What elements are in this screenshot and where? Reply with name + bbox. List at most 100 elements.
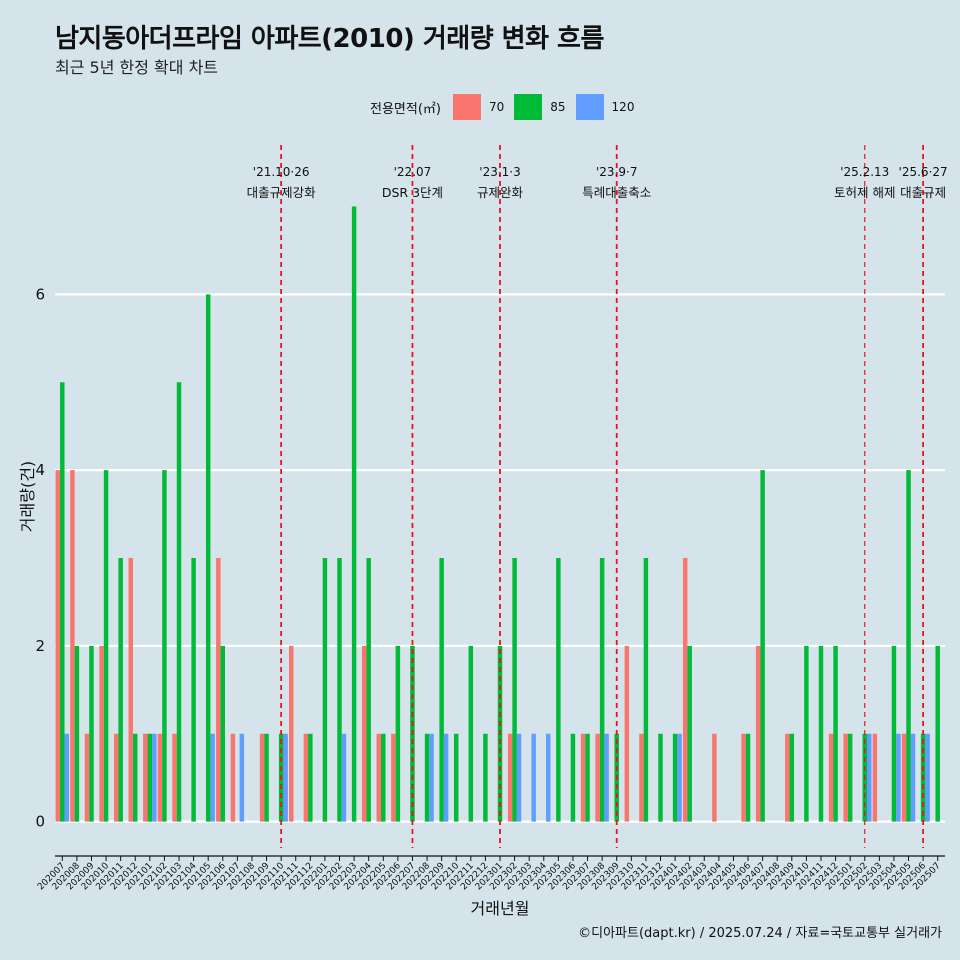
bar-120-202107: [239, 733, 245, 822]
bar-70-202111: [289, 645, 294, 822]
annotation-label-202301: 규제완화: [477, 185, 524, 200]
bar-70-202307: [580, 733, 586, 822]
bar-120-202007: [64, 733, 70, 822]
bar-70-202505: [901, 733, 907, 822]
legend-item-85: 85: [514, 94, 566, 120]
bar-120-202209: [443, 733, 449, 822]
bar-70-202206: [391, 733, 396, 822]
bar-85-202204: [366, 558, 371, 822]
annotation-label-202309: 특례대출축소: [582, 185, 651, 200]
bar-85-202103: [176, 382, 182, 822]
bar-85-202104: [191, 558, 196, 822]
bar-70-202101: [143, 733, 148, 822]
y-tick-label-0: 0: [35, 813, 45, 831]
bar-70-202412: [828, 733, 834, 822]
bar-70-202406: [741, 733, 746, 822]
bar-120-202505: [910, 733, 916, 822]
bar-120-202303: [531, 733, 536, 822]
bar-120-202504: [896, 733, 901, 822]
bar-85-202106: [220, 645, 226, 822]
annotation-date-202309: '23.9·7: [596, 165, 637, 179]
annotation-label-202506: 대출규제: [900, 185, 946, 200]
bar-85-202505: [906, 470, 911, 822]
bar-70-202011: [113, 733, 119, 822]
bar-85-202205: [381, 733, 386, 822]
legend-swatch-70: [452, 94, 481, 120]
bar-70-202007: [55, 470, 61, 822]
bar-70-202009: [84, 733, 90, 822]
bar-70-202302: [507, 733, 513, 822]
bar-85-202501: [847, 733, 853, 822]
y-tick-label-6: 6: [35, 285, 45, 303]
bar-70-202503: [872, 733, 878, 822]
bar-85-202412: [833, 645, 838, 822]
legend-label-120: 120: [611, 100, 635, 114]
bar-85-202211: [468, 645, 474, 822]
bar-120-202202: [341, 733, 347, 822]
chart-subtitle: 최근 5년 한정 확대 차트: [55, 58, 219, 77]
legend-label-70: 70: [488, 100, 505, 114]
bar-85-202409: [789, 733, 795, 822]
bar-120-202506: [925, 733, 930, 822]
legend-title: 전용면적(㎡): [370, 101, 441, 117]
bar-85-202210: [453, 733, 459, 822]
bar-120-202208: [429, 733, 434, 822]
bar-70-202109: [259, 733, 265, 822]
bar-70-202204: [361, 645, 367, 822]
bar-85-202411: [818, 645, 824, 822]
bar-85-202203: [351, 206, 357, 822]
annotation-date-202506: '25.6·27: [899, 165, 948, 179]
bar-70-202402: [682, 558, 688, 822]
legend: 전용면적(㎡) 70 85 120: [370, 94, 644, 120]
annotation-date-202301: '23.1·3: [479, 165, 520, 179]
annotation-label-202207: DSR 3단계: [382, 185, 443, 200]
bar-85-202009: [89, 645, 94, 822]
bar-120-202105: [210, 733, 215, 822]
y-tick-label-4: 4: [35, 461, 45, 479]
bar-85-202112: [308, 733, 313, 822]
bar-70-202409: [785, 733, 790, 822]
annotation-label-202502: 토허제 해제: [834, 185, 895, 200]
bar-85-202208: [424, 733, 430, 822]
y-tick-label-2: 2: [35, 637, 45, 655]
bar-85-202302: [512, 558, 517, 822]
annotation-label-202110: 대출규제강화: [247, 185, 317, 200]
annotation-date-202502: '25.2.13: [840, 165, 889, 179]
bar-85-202407: [760, 470, 765, 822]
bar-120-202110: [283, 733, 288, 822]
caption: ©디아파트(dapt.kr) / 2025.07.24 / 자료=국토교통부 실…: [578, 926, 942, 941]
legend-label-85: 85: [550, 100, 566, 114]
bar-85-202504: [891, 645, 897, 822]
bar-120-202308: [604, 733, 609, 822]
bar-70-202501: [843, 733, 848, 822]
legend-swatch-85: [514, 94, 543, 120]
bar-120-202101: [152, 733, 157, 822]
bar-70-202103: [172, 733, 177, 822]
x-axis-title: 거래년월: [471, 899, 530, 918]
bar-85-202507: [935, 645, 940, 822]
bar-85-202201: [322, 558, 328, 822]
bar-85-202011: [118, 558, 123, 822]
bar-70-202010: [99, 645, 104, 822]
bar-85-202102: [162, 470, 167, 822]
bar-120-202304: [546, 733, 551, 822]
bar-70-202012: [128, 558, 134, 822]
bar-85-202406: [745, 733, 751, 822]
bar-85-202402: [687, 645, 692, 822]
bar-70-202112: [303, 733, 309, 822]
chart-title: 남지동아더프라임 아파트(2010) 거래량 변화 흐름: [55, 24, 604, 54]
bar-85-202410: [804, 645, 809, 822]
bar-70-202107: [230, 733, 236, 822]
bar-85-202008: [74, 645, 80, 822]
bar-85-202311: [643, 558, 649, 822]
bar-70-202102: [157, 733, 163, 822]
bar-120-202302: [516, 733, 522, 822]
bar-70-202407: [755, 645, 761, 822]
bar-85-202312: [658, 733, 663, 822]
bar-85-202305: [556, 558, 561, 822]
bar-85-202007: [60, 382, 65, 822]
bar-85-202308: [599, 558, 605, 822]
bar-85-202212: [483, 733, 488, 822]
bar-85-202012: [133, 733, 138, 822]
